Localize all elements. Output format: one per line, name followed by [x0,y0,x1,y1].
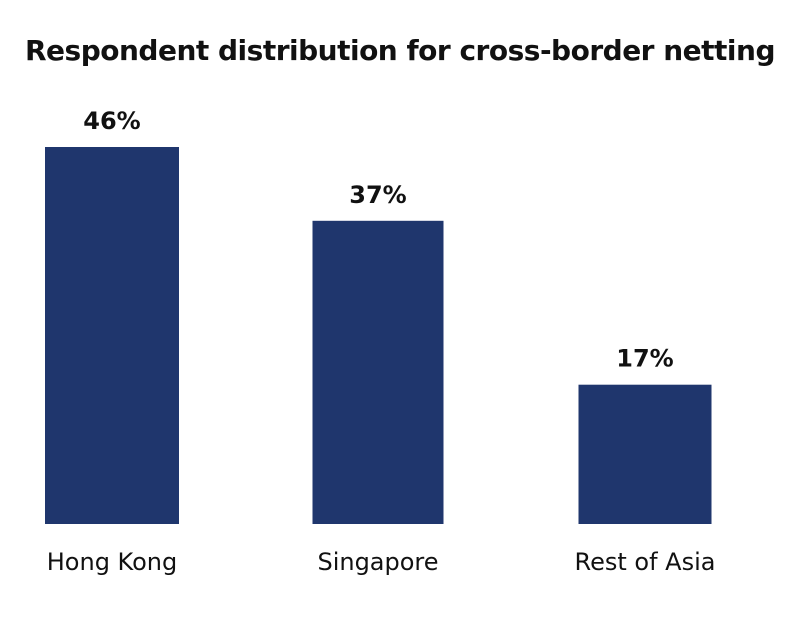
category-label: Hong Kong [47,548,177,576]
bar-singapore [312,220,444,525]
category-label: Singapore [317,548,438,576]
bar-rest-of-asia [578,384,712,524]
chart-title: Respondent distribution for cross-border… [24,34,776,67]
value-label: 37% [349,181,406,209]
value-label: 17% [616,345,673,373]
category-label: Rest of Asia [575,548,716,576]
value-label: 46% [83,107,140,135]
bar-hong-kong [45,147,179,524]
